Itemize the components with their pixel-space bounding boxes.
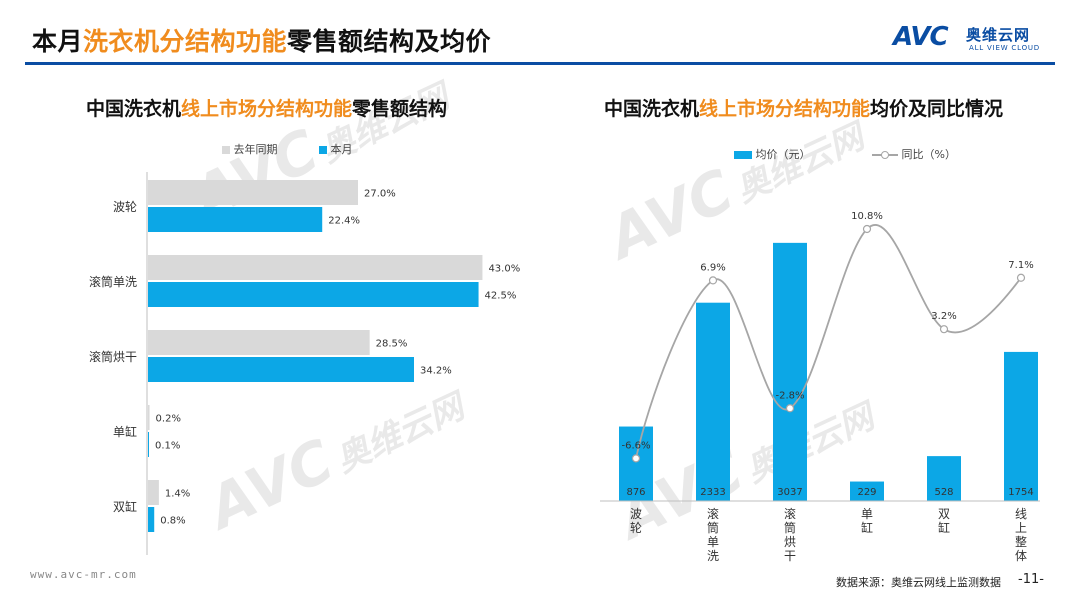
right-yoy-label: 3.2%: [931, 311, 956, 322]
right-bar-value-label: 1754: [1008, 487, 1033, 498]
left-bar-chart: 波轮 27.0% 22.4% 滚筒单洗 43.0% 42.5% 滚筒烘干 28.5% 34.2%…: [89, 172, 520, 555]
title-prefix: 本月: [32, 27, 84, 56]
right-category-label: 线上整体: [1015, 507, 1027, 563]
left-label-this-month: 42.5%: [485, 291, 517, 302]
right-bar-value-label: 3037: [777, 487, 802, 498]
legend-label-last-year: 去年同期: [233, 143, 278, 156]
legend-swatch-last-year: [222, 146, 230, 154]
right-title-highlight: 线上市场分结构功能: [699, 98, 871, 120]
right-bar-avg-price: [619, 426, 653, 501]
legend-swatch-this-month: [319, 146, 327, 154]
right-category-label: 波轮: [630, 507, 642, 535]
legend-label-this-month: 本月: [330, 143, 353, 156]
left-label-last-year: 27.0%: [364, 189, 396, 200]
header-divider: [25, 62, 1055, 65]
right-bar-value-label: 528: [934, 487, 953, 498]
right-yoy-point: [1016, 273, 1026, 282]
left-title-prefix: 中国洗衣机: [86, 98, 182, 120]
title-suffix: 零售额结构及均价: [287, 27, 492, 56]
right-title-prefix: 中国洗衣机: [604, 98, 700, 120]
logo-cn-text: 奥维云网: [966, 26, 1031, 44]
page-number: -11-: [1018, 572, 1044, 587]
right-bar-value-label: 229: [857, 487, 876, 498]
right-bar-avg-price: [1004, 351, 1038, 501]
left-bar-last-year: [148, 180, 358, 205]
right-category-label: 双缸: [938, 507, 950, 535]
right-yoy-label: -2.8%: [775, 390, 804, 401]
legend-label-avg-price: 均价（元）: [755, 148, 811, 161]
left-label-this-month: 0.1%: [155, 441, 180, 452]
left-label-this-month: 0.8%: [160, 516, 185, 527]
right-yoy-label: 10.8%: [851, 211, 883, 222]
right-yoy-point: [708, 276, 718, 285]
left-bar-last-year: [148, 405, 150, 430]
right-yoy-label: 7.1%: [1008, 260, 1033, 271]
logo-en-text: ALL VIEW CLOUD: [969, 44, 1040, 52]
right-title-suffix: 均价及同比情况: [870, 98, 1004, 120]
brand-logo: AVC 奥维云网 ALL VIEW CLOUD: [893, 22, 1058, 58]
left-chart-legend: 去年同期 本月: [222, 141, 353, 157]
left-label-last-year: 1.4%: [165, 489, 190, 500]
left-bar-this-month: [148, 432, 149, 457]
left-category-label: 单缸: [113, 424, 137, 439]
data-source-note: 数据来源：奥维云网线上监测数据: [836, 576, 1001, 589]
left-bar-last-year: [148, 330, 370, 355]
right-chart-title: 中国洗衣机线上市场分结构功能均价及同比情况: [604, 94, 1003, 121]
page-title: 本月洗衣机分结构功能零售额结构及均价: [32, 22, 491, 58]
right-category-label: 滚筒单洗: [707, 506, 719, 563]
left-label-this-month: 22.4%: [328, 216, 360, 227]
right-chart-legend: 均价（元） 同比（%）: [734, 146, 956, 162]
right-yoy-label: -6.6%: [621, 440, 650, 451]
left-bar-last-year: [148, 255, 483, 280]
left-label-last-year: 43.0%: [488, 264, 520, 275]
left-label-last-year: 0.2%: [156, 414, 181, 425]
left-category-label: 双缸: [113, 499, 137, 514]
right-category-label: 单缸: [861, 507, 873, 535]
left-title-suffix: 零售额结构: [352, 98, 448, 120]
legend-label-yoy: 同比（%）: [901, 148, 956, 161]
right-combo-chart: 876 波轮 2333 滚筒单洗 3037 滚筒烘干 229 单缸 528 双缸 1754 线上整体 -…: [600, 211, 1040, 563]
left-bar-last-year: [148, 480, 159, 505]
logo-mark: AVC: [893, 22, 949, 52]
legend-swatch-avg-price: [734, 151, 752, 159]
left-chart-title: 中国洗衣机线上市场分结构功能零售额结构: [86, 94, 447, 121]
right-yoy-point: [939, 325, 949, 334]
right-yoy-point: [785, 404, 795, 413]
left-bar-this-month: [148, 507, 155, 532]
right-bar-value-label: 876: [626, 487, 645, 498]
left-category-label: 滚筒单洗: [89, 274, 137, 289]
left-bar-this-month: [148, 357, 414, 382]
right-category-label: 滚筒烘干: [784, 506, 796, 563]
right-bar-value-label: 2333: [700, 487, 725, 498]
footer-url[interactable]: www.avc-mr.com: [30, 568, 137, 581]
left-title-highlight: 线上市场分结构功能: [181, 98, 353, 120]
left-category-label: 滚筒烘干: [89, 349, 137, 364]
left-category-label: 波轮: [113, 200, 137, 214]
right-yoy-point: [862, 224, 872, 234]
right-yoy-label: 6.9%: [700, 262, 725, 273]
right-bar-avg-price: [696, 302, 730, 501]
left-bar-this-month: [148, 207, 323, 232]
right-yoy-line: [635, 224, 1022, 459]
left-label-this-month: 34.2%: [420, 366, 452, 377]
right-yoy-point: [631, 454, 641, 463]
page-header: 本月洗衣机分结构功能零售额结构及均价 AVC 奥维云网 ALL VIEW CLO…: [0, 0, 1080, 68]
legend-swatch-yoy: [872, 151, 898, 159]
right-bar-avg-price: [927, 456, 961, 501]
left-label-last-year: 28.5%: [376, 339, 408, 350]
title-highlight: 洗衣机分结构功能: [83, 27, 288, 56]
left-bar-this-month: [148, 282, 479, 307]
right-bar-avg-price: [850, 481, 884, 501]
right-bar-avg-price: [773, 242, 807, 501]
